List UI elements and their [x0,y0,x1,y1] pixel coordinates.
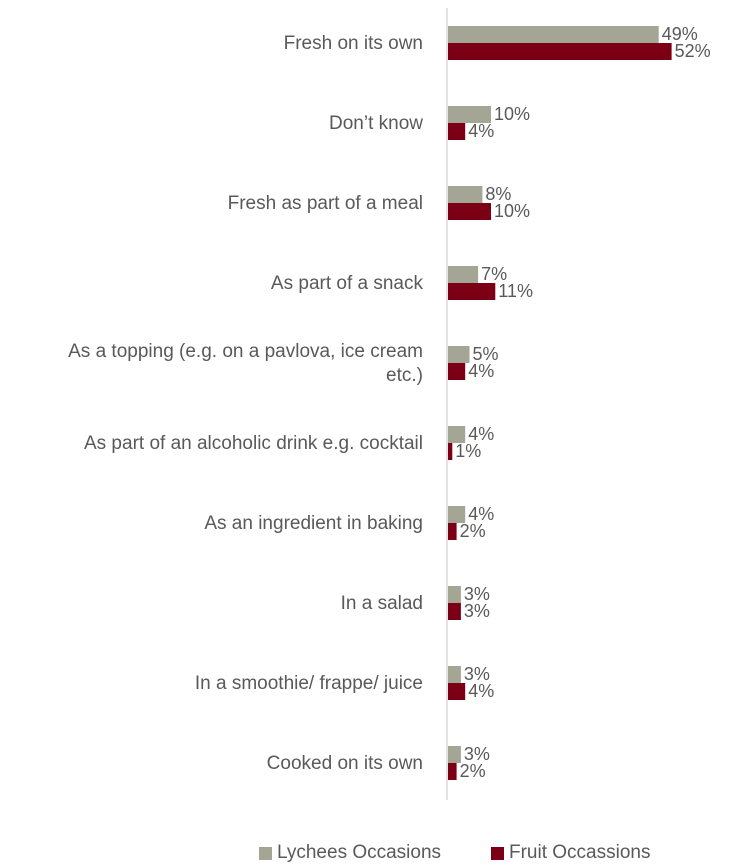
value-label-fruit-occassions-in-a-salad: 3% [464,601,490,621]
bar-lychees-occasions-in-a-salad [448,586,461,603]
bar-lychees-occasions-as-a-topping-e-g-on-a-pavlova-ice-cream-etc [448,346,470,363]
legend-label-lychees: Lychees Occasions [277,842,442,863]
category-label-cooked-on-its-own: Cooked on its own [267,753,423,774]
value-label-fruit-occassions-fresh-on-its-own: 52% [675,41,711,61]
category-labels: Fresh on its own Don’t know Fresh as part … [68,33,423,774]
value-label-fruit-occassions-as-part-of-a-snack: 11% [498,281,533,301]
bar-fruit-occassions-don-t-know [448,123,466,140]
bar-fruit-occassions-fresh-on-its-own [448,43,672,60]
value-label-lychees-occasions-don-t-know: 10% [494,104,530,124]
bar-fruit-occassions-as-part-of-an-alcoholic-drink-e-g-cocktail [448,443,453,460]
legend-swatch-lychees [259,846,272,860]
category-label-as-a-topping-e-g-on-a-pavlova-ice-cream-etc-line-1: As a topping (e.g. on a pavlova, ice cre… [68,341,423,362]
bar-lychees-occasions-as-part-of-a-snack [448,266,479,283]
category-label-as-part-of-a-snack: As part of a snack [271,273,424,294]
value-label-fruit-occassions-as-a-topping-e-g-on-a-pavlova-ice-cream-etc: 4% [468,361,494,381]
category-label-fresh-as-part-of-a-meal: Fresh as part of a meal [228,193,423,214]
bar-lychees-occasions-cooked-on-its-own [448,746,461,763]
value-label-fruit-occassions-cooked-on-its-own: 2% [460,761,486,781]
value-label-lychees-occasions-fresh-as-part-of-a-meal: 8% [485,184,511,204]
value-label-lychees-occasions-as-part-of-an-alcoholic-drink-e-g-cocktail: 4% [468,424,494,444]
bar-fruit-occassions-in-a-salad [448,603,461,620]
legend-item-fruit: Fruit Occassions [491,842,650,864]
value-label-lychees-occasions-as-an-ingredient-in-baking: 4% [468,504,494,524]
category-label-in-a-salad: In a salad [341,593,423,614]
legend-swatch-fruit [491,846,504,860]
bar-fruit-occassions-as-part-of-a-snack [448,283,496,300]
category-label-as-part-of-an-alcoholic-drink-e-g-cocktail: As part of an alcoholic drink e.g. cockt… [84,433,423,454]
value-labels: 49%52%10%4%8%10%7%11%5%4%4%1%4%2%3%3%3%4… [455,24,710,781]
bar-fruit-occassions-as-an-ingredient-in-baking [448,523,457,540]
category-label-as-a-topping-e-g-on-a-pavlova-ice-cream-etc-line-2: etc.) [386,365,423,386]
value-label-lychees-occasions-as-a-topping-e-g-on-a-pavlova-ice-cream-etc: 5% [473,344,499,364]
value-label-fruit-occassions-don-t-know: 4% [468,121,494,141]
bar-fruit-occassions-as-a-topping-e-g-on-a-pavlova-ice-cream-etc [448,363,466,380]
value-label-fruit-occassions-fresh-as-part-of-a-meal: 10% [494,201,530,221]
category-label-in-a-smoothie-frappe-juice: In a smoothie/ frappe/ juice [195,673,423,694]
category-label-don-t-know: Don’t know [329,113,423,134]
value-label-lychees-occasions-in-a-smoothie-frappe-juice: 3% [464,664,490,684]
value-label-lychees-occasions-fresh-on-its-own: 49% [662,24,698,44]
bar-fruit-occassions-in-a-smoothie-frappe-juice [448,683,466,700]
legend-label-fruit: Fruit Occassions [509,842,651,863]
value-label-fruit-occassions-in-a-smoothie-frappe-juice: 4% [468,681,494,701]
bar-lychees-occasions-fresh-as-part-of-a-meal [448,186,483,203]
bar-fruit-occassions-fresh-as-part-of-a-meal [448,203,491,220]
bar-lychees-occasions-fresh-on-its-own [448,26,659,43]
bars [448,26,672,780]
bar-chart: Fresh on its own Don’t know Fresh as part … [68,8,711,800]
category-label-as-an-ingredient-in-baking: As an ingredient in baking [204,513,423,534]
value-label-lychees-occasions-in-a-salad: 3% [464,584,490,604]
bar-lychees-occasions-as-part-of-an-alcoholic-drink-e-g-cocktail [448,426,466,443]
bar-lychees-occasions-don-t-know [448,106,491,123]
bar-lychees-occasions-as-an-ingredient-in-baking [448,506,466,523]
value-label-lychees-occasions-as-part-of-a-snack: 7% [481,264,507,284]
value-label-fruit-occassions-as-part-of-an-alcoholic-drink-e-g-cocktail: 1% [455,441,481,461]
legend-item-lychees: Lychees Occasions [259,842,441,864]
value-label-fruit-occassions-as-an-ingredient-in-baking: 2% [460,521,486,541]
legend: Lychees Occasions Fruit Occassions [0,842,736,866]
value-label-lychees-occasions-cooked-on-its-own: 3% [464,744,490,764]
bar-fruit-occassions-cooked-on-its-own [448,763,457,780]
category-label-fresh-on-its-own: Fresh on its own [284,33,423,54]
bar-lychees-occasions-in-a-smoothie-frappe-juice [448,666,461,683]
